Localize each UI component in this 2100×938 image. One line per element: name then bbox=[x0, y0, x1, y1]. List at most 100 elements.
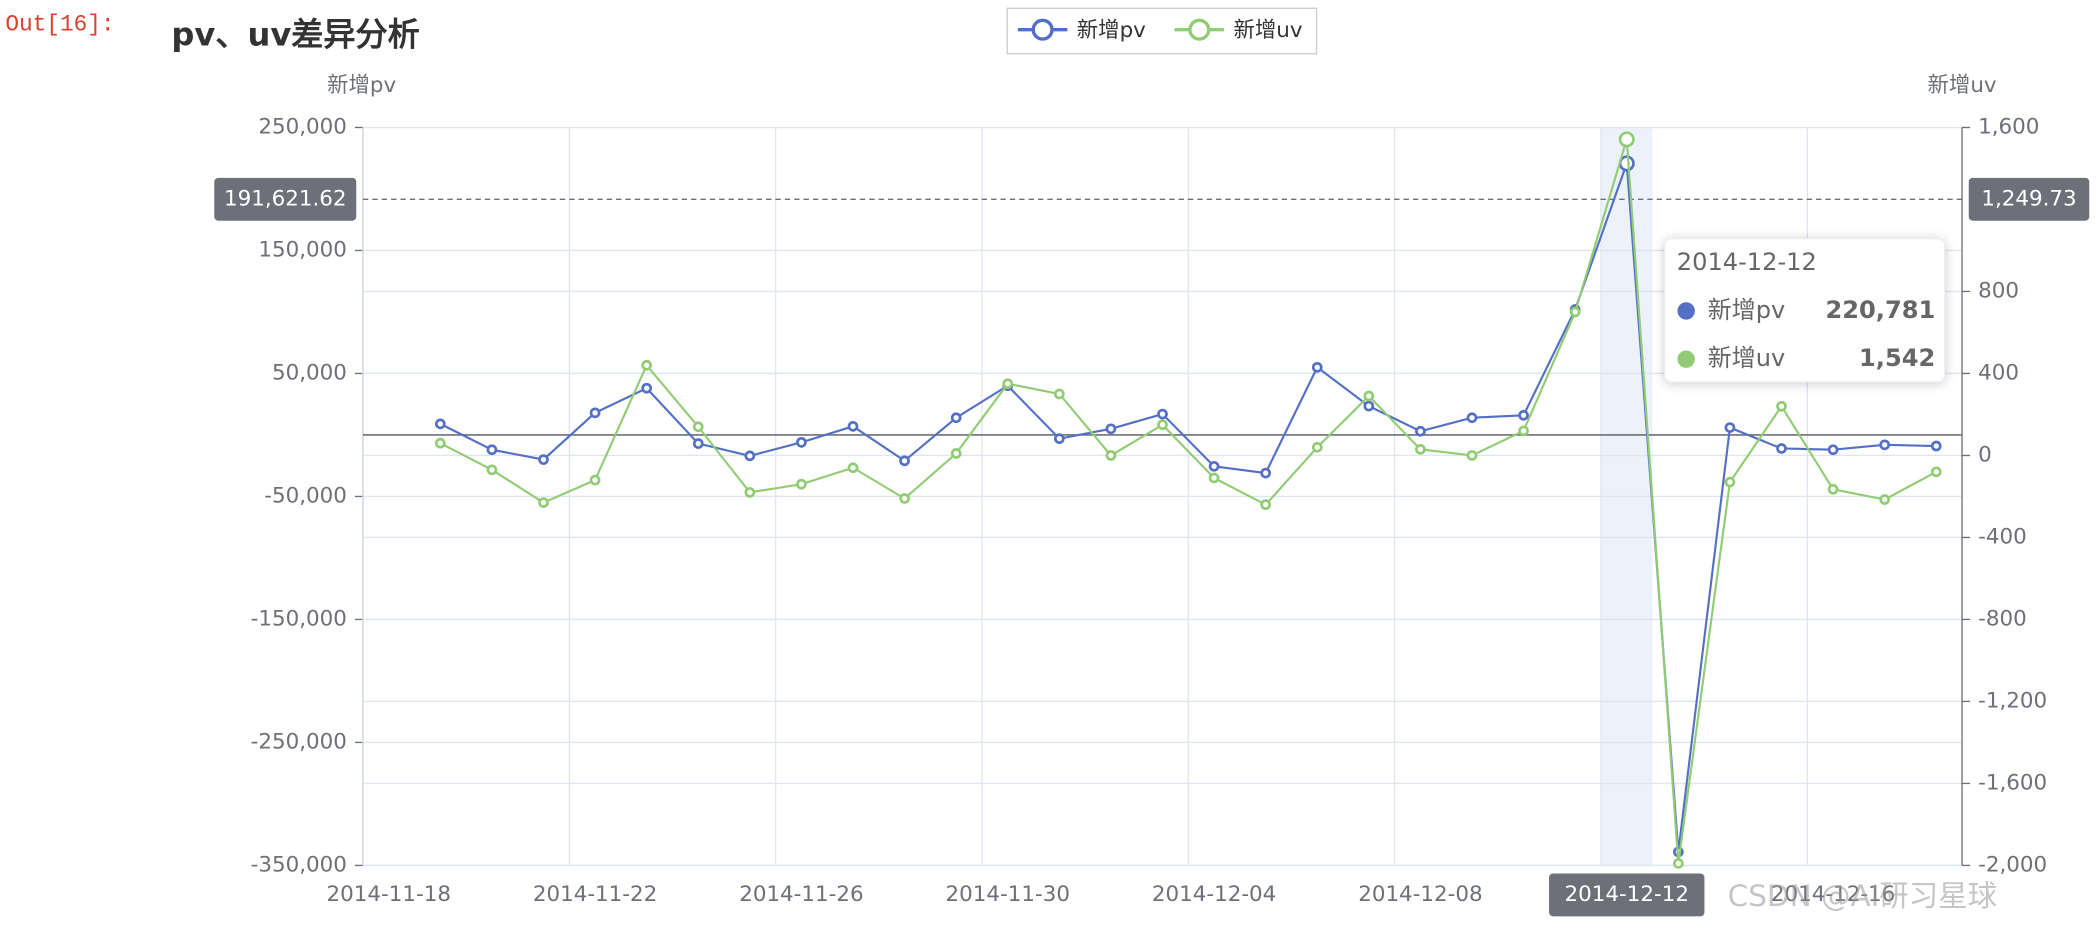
data-point bbox=[641, 359, 653, 371]
data-point bbox=[1776, 443, 1787, 454]
tooltip-name: 新增uv bbox=[1708, 344, 1786, 372]
y2-tick-label: -1,600 bbox=[1978, 770, 2047, 795]
data-point bbox=[847, 462, 859, 474]
data-point bbox=[899, 455, 910, 467]
data-point bbox=[1930, 440, 1942, 452]
data-point bbox=[1518, 409, 1529, 421]
chart-title: pv、uv差异分析 bbox=[171, 15, 419, 53]
x-tick-label: 2014-12-16 bbox=[1771, 882, 1895, 907]
data-point bbox=[1827, 483, 1839, 495]
data-point bbox=[692, 438, 704, 449]
data-point bbox=[950, 448, 962, 459]
tooltip-title: 2014-12-12 bbox=[1677, 248, 1817, 276]
y2-axis-name: 新增uv bbox=[1928, 73, 1997, 98]
data-point bbox=[1618, 131, 1635, 148]
data-point bbox=[1260, 467, 1272, 479]
data-point bbox=[1930, 466, 1942, 478]
data-point bbox=[1053, 433, 1065, 445]
data-point bbox=[1724, 422, 1736, 433]
y-tick-label: -350,000 bbox=[251, 852, 347, 877]
data-point bbox=[589, 474, 601, 486]
data-point bbox=[434, 418, 446, 430]
pointer-label: 2014-12-12 bbox=[1565, 882, 1689, 907]
y-tick-label: -250,000 bbox=[251, 729, 347, 754]
legend-item[interactable]: 新增pv bbox=[1017, 18, 1146, 43]
pointer-label: 191,621.62 bbox=[224, 186, 347, 211]
tooltip-box bbox=[1664, 237, 1946, 383]
legend-icon bbox=[1031, 18, 1054, 41]
data-point bbox=[1002, 378, 1014, 390]
y-tick-label: -50,000 bbox=[264, 483, 347, 508]
pointer-label-bg bbox=[1968, 177, 2090, 221]
data-point bbox=[847, 420, 859, 432]
data-point bbox=[796, 478, 807, 490]
y2-tick-label: 800 bbox=[1978, 278, 2019, 303]
tooltip: 2014-12-12 新增pv 220,781 新增uv 1,542 bbox=[1664, 237, 1946, 383]
data-point bbox=[744, 450, 756, 462]
x-tick-label: 2014-11-30 bbox=[946, 882, 1070, 907]
data-point bbox=[950, 412, 962, 424]
data-point bbox=[486, 444, 498, 456]
tooltip-name: 新增pv bbox=[1708, 296, 1786, 324]
y-tick-label: -150,000 bbox=[251, 606, 347, 631]
cell-prompt: Out[16]: bbox=[5, 11, 114, 37]
data-point bbox=[1466, 450, 1478, 461]
y-axis-name: 新增pv bbox=[327, 73, 396, 98]
data-point bbox=[1776, 400, 1787, 412]
data-point bbox=[1415, 443, 1426, 455]
pointer-label-bg bbox=[1549, 873, 1705, 917]
pointer-label-bg bbox=[214, 177, 357, 221]
data-point bbox=[1311, 361, 1323, 373]
y2-tick-label: 400 bbox=[1978, 360, 2019, 385]
tooltip-value: 1,542 bbox=[1859, 344, 1935, 372]
x-tick-label: 2014-11-18 bbox=[327, 882, 451, 907]
data-point bbox=[1260, 499, 1272, 511]
legend-icon bbox=[1188, 18, 1211, 41]
y-tick-label: 250,000 bbox=[258, 114, 347, 139]
data-point bbox=[1415, 425, 1426, 437]
pointer-label: 1,249.73 bbox=[1981, 186, 2076, 211]
y-tick-label: 50,000 bbox=[272, 360, 347, 385]
y2-tick-label: -2,000 bbox=[1978, 852, 2047, 877]
data-point bbox=[1879, 494, 1891, 505]
data-point bbox=[1879, 439, 1891, 451]
x-tick-label: 2014-11-26 bbox=[739, 882, 863, 907]
y-tick-label: 150,000 bbox=[258, 237, 347, 262]
data-point bbox=[796, 436, 807, 448]
data-point bbox=[899, 493, 910, 504]
data-point bbox=[1105, 423, 1117, 435]
tooltip-marker bbox=[1677, 302, 1695, 320]
data-point bbox=[538, 497, 549, 508]
legend-label: 新增uv bbox=[1233, 18, 1302, 43]
data-point bbox=[1724, 476, 1736, 488]
data-point bbox=[1518, 425, 1529, 437]
data-point bbox=[1053, 388, 1065, 400]
data-point bbox=[434, 437, 446, 449]
data-point bbox=[1672, 858, 1684, 869]
tooltip-marker bbox=[1677, 350, 1695, 368]
y2-tick-label: 0 bbox=[1978, 442, 1992, 467]
legend-label: 新增pv bbox=[1077, 18, 1146, 43]
data-point bbox=[589, 407, 601, 419]
data-point bbox=[538, 454, 549, 465]
data-point bbox=[1569, 306, 1581, 318]
data-point bbox=[1311, 441, 1323, 453]
data-point bbox=[1827, 444, 1839, 456]
series-line bbox=[439, 163, 1937, 853]
legend-item[interactable]: 新增uv bbox=[1174, 18, 1303, 43]
tooltip-value: 220,781 bbox=[1826, 296, 1936, 324]
data-point bbox=[692, 421, 704, 433]
data-point bbox=[1363, 390, 1375, 402]
x-tick-label: 2014-12-08 bbox=[1358, 882, 1482, 907]
data-point bbox=[1157, 408, 1168, 420]
data-point bbox=[641, 382, 653, 394]
data-point bbox=[1208, 460, 1220, 472]
data-point bbox=[1466, 412, 1478, 424]
data-point bbox=[486, 464, 498, 476]
y2-tick-label: -400 bbox=[1978, 524, 2027, 549]
data-point bbox=[1105, 450, 1117, 461]
y2-tick-label: -1,200 bbox=[1978, 688, 2047, 713]
watermark: CSDN @AI研习星球 bbox=[1728, 879, 1997, 913]
